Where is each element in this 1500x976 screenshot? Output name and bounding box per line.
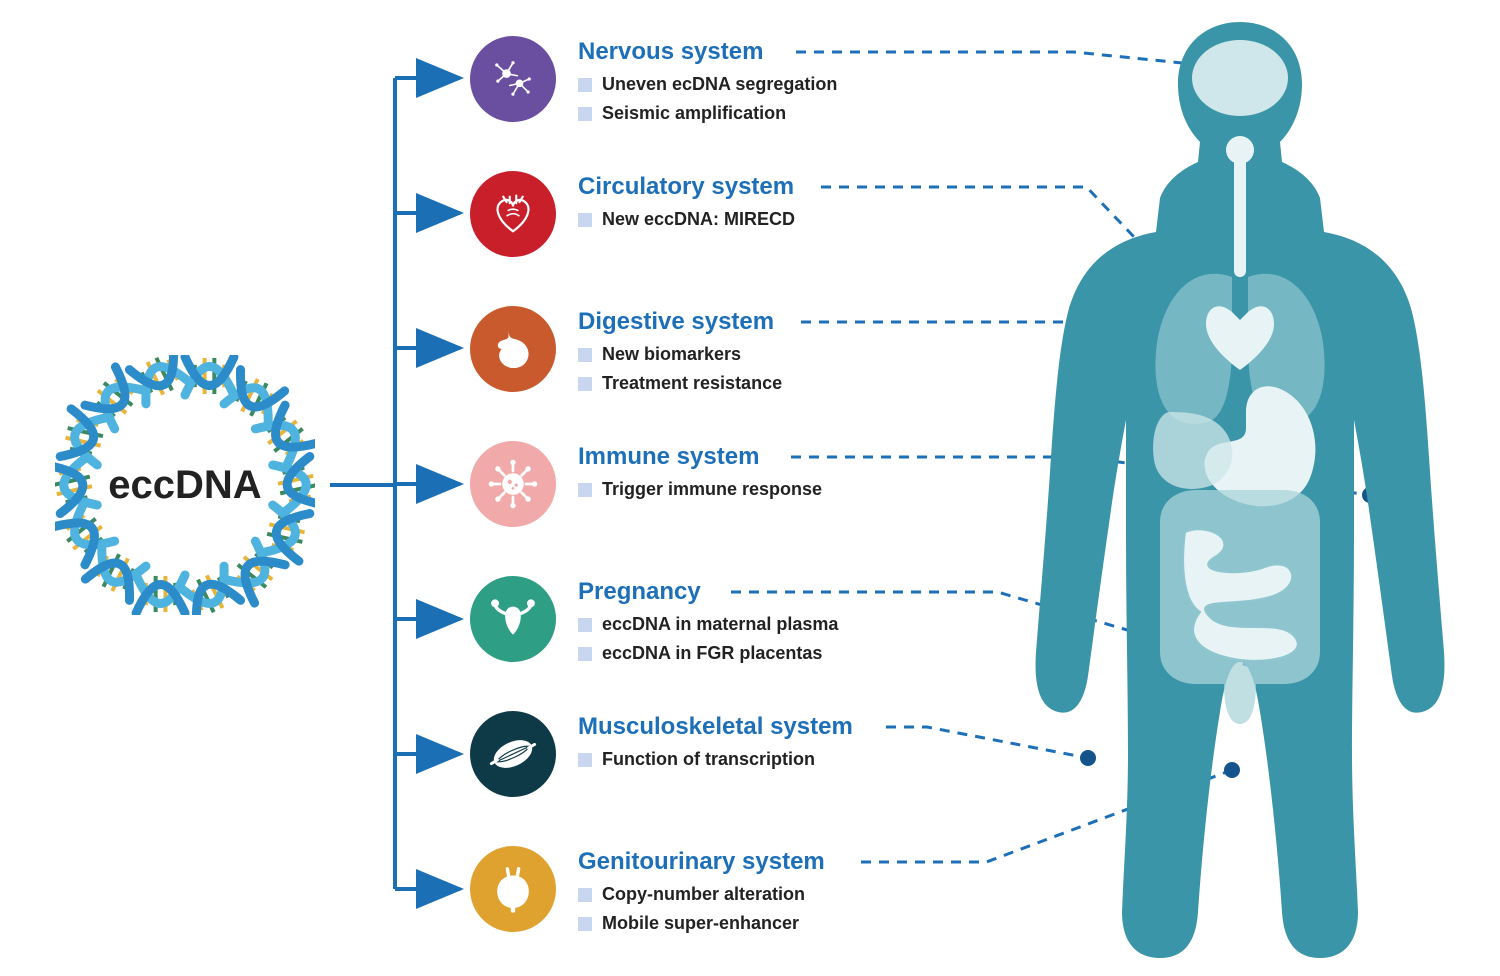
bullet-text: Function of transcription: [602, 749, 815, 770]
neuron-icon: [470, 36, 556, 122]
uterus-icon: [470, 576, 556, 662]
system-text: Nervous system Uneven ecDNA segregation Se…: [578, 36, 837, 124]
system-row-nervous-system: Nervous system Uneven ecDNA segregation Se…: [470, 36, 853, 171]
bullet-line: eccDNA in maternal plasma: [578, 614, 838, 635]
system-text: Immune system Trigger immune response: [578, 441, 822, 500]
bullet-square-icon: [578, 107, 592, 121]
system-title: Pregnancy: [578, 578, 838, 606]
system-title: Immune system: [578, 443, 822, 471]
system-title: Nervous system: [578, 38, 837, 66]
system-row-circulatory-system: Circulatory system New eccDNA: MIRECD: [470, 171, 853, 306]
bullet-line: New biomarkers: [578, 344, 782, 365]
bullet-square-icon: [578, 917, 592, 931]
stomach-icon: [470, 306, 556, 392]
trachea: [1234, 147, 1246, 277]
bladder-icon: [470, 846, 556, 932]
system-row-immune-system: Immune system Trigger immune response: [470, 441, 853, 576]
larynx: [1226, 136, 1254, 164]
system-title: Genitourinary system: [578, 848, 825, 876]
bullet-line: Trigger immune response: [578, 479, 822, 500]
bullet-square-icon: [578, 888, 592, 902]
bullet-text: New biomarkers: [602, 344, 741, 365]
system-row-genitourinary-system: Genitourinary system Copy-number alterati…: [470, 846, 853, 976]
bullet-text: eccDNA in maternal plasma: [602, 614, 838, 635]
bullet-line: New eccDNA: MIRECD: [578, 209, 795, 230]
bullet-square-icon: [578, 377, 592, 391]
bullet-line: Seismic amplification: [578, 103, 837, 124]
system-title: Circulatory system: [578, 173, 795, 201]
system-text: Genitourinary system Copy-number alterati…: [578, 846, 825, 934]
bullet-line: eccDNA in FGR placentas: [578, 643, 838, 664]
bullet-line: Treatment resistance: [578, 373, 782, 394]
brain-region: [1192, 40, 1288, 116]
eccdna-label: eccDNA: [55, 355, 315, 615]
bullet-text: New eccDNA: MIRECD: [602, 209, 795, 230]
bullet-text: Treatment resistance: [602, 373, 782, 394]
bullet-text: Copy-number alteration: [602, 884, 805, 905]
system-text: Musculoskeletal system Function of transc…: [578, 711, 853, 770]
systems-list: Nervous system Uneven ecDNA segregation Se…: [470, 36, 853, 976]
bullet-text: Uneven ecDNA segregation: [602, 74, 837, 95]
system-title: Musculoskeletal system: [578, 713, 853, 741]
system-row-musculoskeletal-system: Musculoskeletal system Function of transc…: [470, 711, 853, 846]
bullet-square-icon: [578, 78, 592, 92]
body-silhouette: [1010, 12, 1470, 962]
system-row-digestive-system: Digestive system New biomarkers Treatment …: [470, 306, 853, 441]
bullet-line: Uneven ecDNA segregation: [578, 74, 837, 95]
system-row-pregnancy: Pregnancy eccDNA in maternal plasma eccDNA…: [470, 576, 853, 711]
bullet-text: Mobile super-enhancer: [602, 913, 799, 934]
heart-icon: [470, 171, 556, 257]
bullet-square-icon: [578, 647, 592, 661]
bullet-line: Function of transcription: [578, 749, 853, 770]
muscle-icon: [470, 711, 556, 797]
eccdna-ring: eccDNA: [55, 355, 315, 615]
system-title: Digestive system: [578, 308, 782, 336]
system-text: Pregnancy eccDNA in maternal plasma eccDNA…: [578, 576, 838, 664]
bullet-line: Copy-number alteration: [578, 884, 825, 905]
virus-icon: [470, 441, 556, 527]
bullet-square-icon: [578, 483, 592, 497]
bullet-text: Seismic amplification: [602, 103, 786, 124]
system-text: Circulatory system New eccDNA: MIRECD: [578, 171, 795, 230]
bullet-line: Mobile super-enhancer: [578, 913, 825, 934]
bullet-text: Trigger immune response: [602, 479, 822, 500]
bullet-text: eccDNA in FGR placentas: [602, 643, 822, 664]
bullet-square-icon: [578, 348, 592, 362]
bullet-square-icon: [578, 753, 592, 767]
system-text: Digestive system New biomarkers Treatment …: [578, 306, 782, 394]
bullet-square-icon: [578, 213, 592, 227]
bullet-square-icon: [578, 618, 592, 632]
